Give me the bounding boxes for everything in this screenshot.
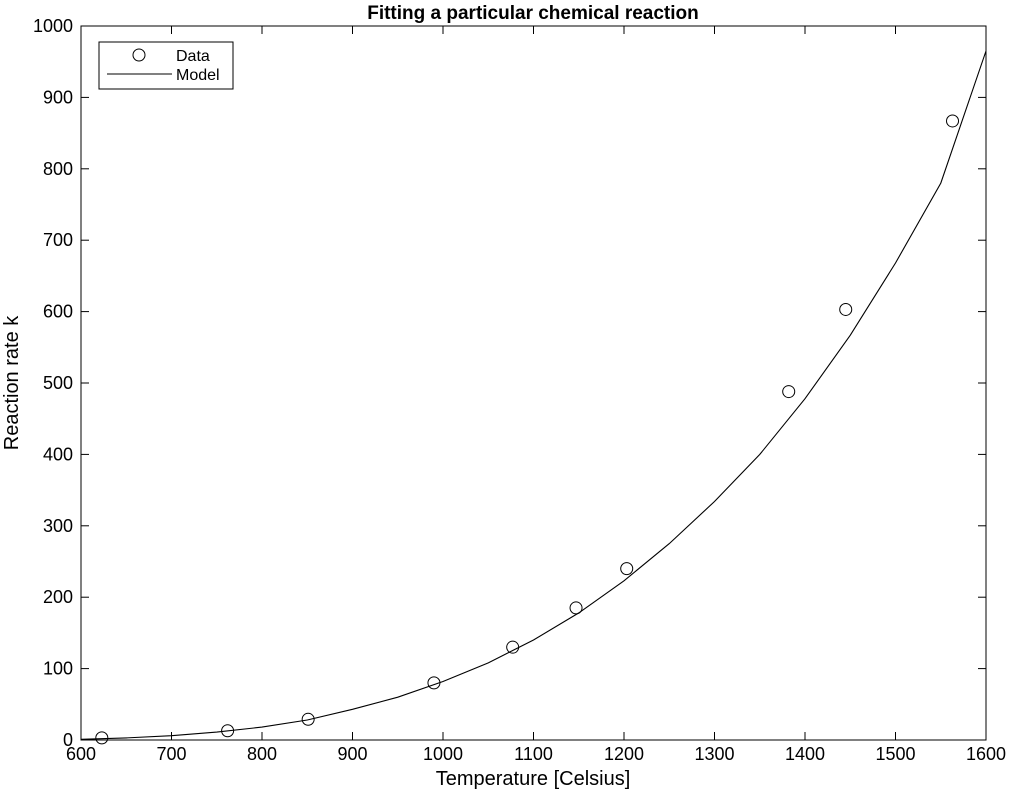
x-tick-label: 600 [66, 744, 96, 764]
data-point [301, 712, 315, 726]
x-tick-label: 1300 [694, 744, 734, 764]
x-tick-label: 1500 [875, 744, 915, 764]
data-point [839, 302, 853, 316]
x-tick-label: 1600 [966, 744, 1006, 764]
legend: Data Model [98, 41, 234, 90]
data-point [782, 385, 796, 399]
y-tick-label: 700 [43, 230, 73, 250]
x-tick-label: 1400 [785, 744, 825, 764]
legend-box [98, 41, 234, 90]
y-tick-label: 100 [43, 659, 73, 679]
data-point [946, 114, 960, 128]
plot-frame [80, 25, 987, 741]
x-tick-label: 700 [156, 744, 186, 764]
x-tick-label: 1200 [604, 744, 644, 764]
x-axis-label: Temperature [Celsius] [436, 768, 631, 790]
legend-model-label: Model [176, 67, 220, 84]
y-tick-label: 300 [43, 516, 73, 536]
ticks-layer: 600 700 800 900 1000 1100 1200 1300 1400 1500 1600… [33, 16, 1006, 764]
y-tick-label: 1000 [33, 16, 73, 36]
y-tick-label: 900 [43, 87, 73, 107]
chart-title: Fitting a particular chemical reaction [367, 3, 699, 24]
y-tick-label: 0 [63, 730, 73, 750]
x-tick-label: 1000 [423, 744, 463, 764]
y-tick-label: 600 [43, 302, 73, 322]
y-tick-label: 800 [43, 159, 73, 179]
model-line [80, 50, 987, 740]
y-tick-label: 200 [43, 587, 73, 607]
y-tick-label: 500 [43, 373, 73, 393]
legend-data-marker [132, 48, 146, 62]
y-axis-label: Reaction rate k [1, 315, 23, 451]
data-point [620, 562, 634, 576]
x-tick-label: 900 [337, 744, 367, 764]
y-tick-label: 400 [43, 444, 73, 464]
x-tick-label: 1100 [514, 744, 553, 764]
x-tick-label: 800 [247, 744, 277, 764]
data-point [95, 731, 109, 745]
series-layer [80, 50, 987, 745]
legend-data-label: Data [176, 48, 210, 65]
data-point [569, 601, 583, 615]
